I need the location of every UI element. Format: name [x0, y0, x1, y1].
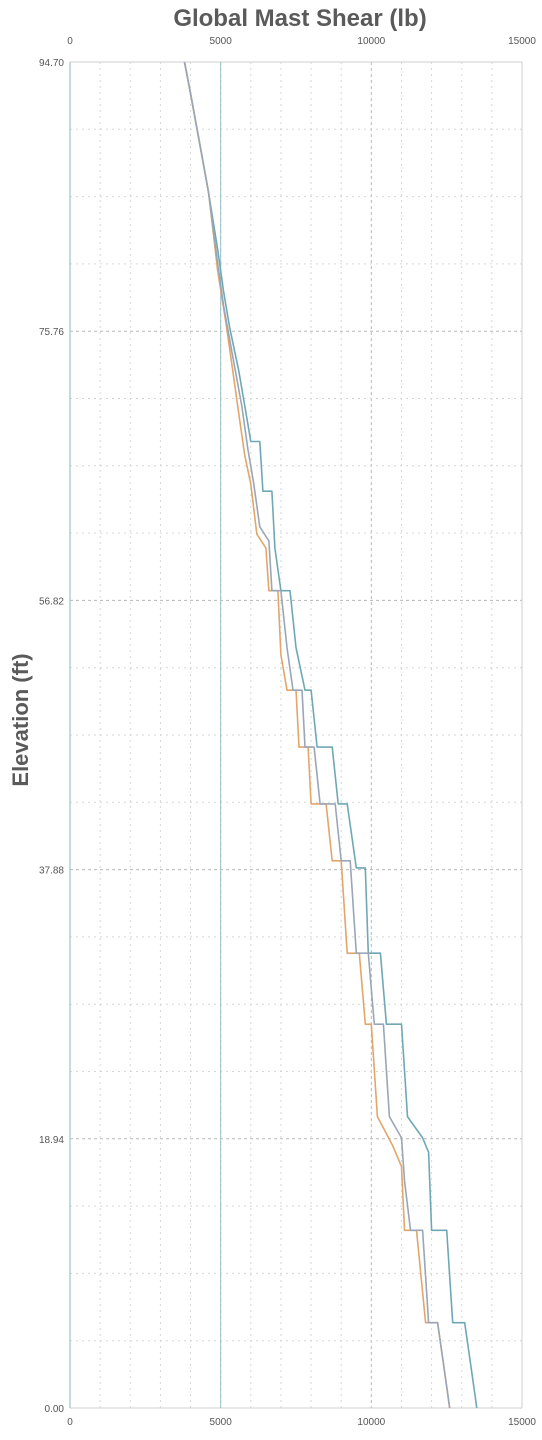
y-tick-label: 0.00: [45, 1404, 65, 1415]
series-line-2: [183, 61, 451, 1409]
x-tick-label-bottom: 5000: [210, 1417, 233, 1428]
x-tick-label-top: 5000: [210, 36, 233, 47]
y-tick-label: 18.94: [39, 1135, 64, 1146]
y-axis-label: Elevation (ft): [8, 653, 33, 786]
x-tick-label-bottom: 15000: [508, 1417, 536, 1428]
series-group: [183, 61, 478, 1409]
x-tick-label-top: 15000: [508, 36, 536, 47]
y-tick-label: 37.88: [39, 866, 64, 877]
x-tick-label-top: 10000: [357, 36, 385, 47]
y-tick-label: 94.70: [39, 58, 64, 69]
y-tick-label: 56.82: [39, 596, 64, 607]
x-tick-label-bottom: 10000: [357, 1417, 385, 1428]
x-tick-label-bottom: 0: [67, 1417, 73, 1428]
tick-labels: 0 0 5000 5000 10000 10000 15000 15000 0.00 18.94 3…: [39, 36, 536, 1428]
series-line-3: [183, 61, 451, 1409]
x-tick-label-top: 0: [67, 36, 73, 47]
y-tick-label: 75.76: [39, 327, 64, 338]
grid: [70, 62, 522, 1408]
chart-title: Global Mast Shear (lb): [173, 5, 426, 32]
series-line-1: [183, 61, 478, 1409]
